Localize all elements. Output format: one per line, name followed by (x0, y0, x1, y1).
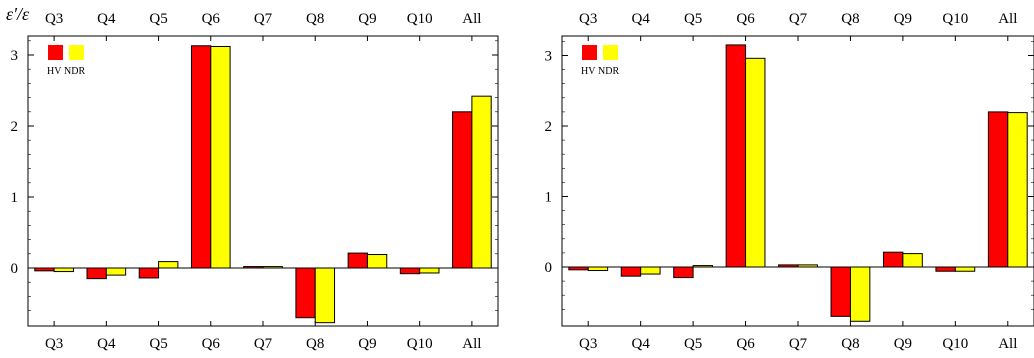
bar-ndr-q5 (158, 261, 179, 269)
bar-hv-all (452, 111, 473, 269)
bar-ndr-q4 (640, 266, 661, 275)
bar-ndr-q10 (419, 267, 440, 274)
plot-frame (27, 35, 499, 327)
bar-hv-q6 (190, 45, 212, 269)
x-tick-label-top: All (998, 11, 1017, 27)
bar-hv-q6 (725, 44, 747, 268)
x-tick-label-bottom: Q8 (841, 336, 859, 352)
x-tick-label-bottom: Q4 (631, 336, 650, 352)
bar-hv-q7 (243, 266, 264, 269)
legend-swatch-hv (48, 45, 63, 60)
bar-ndr-q10 (954, 266, 976, 272)
legend-swatch-ndr (603, 45, 618, 60)
bar-hv-all (987, 111, 1009, 268)
x-tick-label-top: Q4 (97, 11, 116, 27)
x-tick-label-top: Q5 (149, 11, 167, 27)
x-tick-label-bottom: All (462, 336, 481, 352)
bar-ndr-q9 (902, 253, 923, 268)
x-tick-label-bottom: Q6 (202, 336, 221, 352)
y-tick-label: 3 (11, 48, 19, 64)
x-tick-label-bottom: Q5 (684, 336, 702, 352)
plot-frame (561, 35, 1034, 327)
legend-label-hv: HV (581, 66, 596, 77)
x-tick-label-bottom: Q9 (358, 336, 376, 352)
x-tick-label-top: Q3 (45, 11, 63, 27)
bar-hv-q3 (568, 266, 589, 271)
x-tick-label-top: Q10 (407, 11, 433, 27)
x-tick-label-bottom: Q4 (97, 336, 116, 352)
x-tick-label-top: Q3 (579, 11, 597, 27)
x-tick-label-top: Q7 (254, 11, 273, 27)
bar-hv-q3 (34, 267, 55, 272)
y-tick-label: 1 (11, 190, 19, 206)
legend-swatch-ndr (69, 45, 84, 60)
bar-ndr-q8 (849, 266, 871, 322)
bar-hv-q10 (399, 267, 421, 275)
x-tick-label-bottom: All (998, 336, 1017, 352)
y-tick-label: 1 (545, 190, 553, 206)
chart-panel-2: 0 1 2 3 Q3 Q3 Q4 Q4 Q5 Q5 Q6 Q6 Q7 Q7 Q8 Q8 Q9 Q9 Q10 Q10 Al… (545, 11, 1034, 352)
x-tick-label-top: Q9 (894, 11, 912, 27)
x-tick-label-top: All (462, 11, 481, 27)
x-tick-label-top: Q6 (202, 11, 221, 27)
x-tick-label-bottom: Q7 (789, 336, 808, 352)
bar-hv-q7 (778, 264, 799, 268)
x-tick-label-top: Q6 (736, 11, 755, 27)
bar-hv-q4 (86, 267, 107, 280)
y-tick-label: 2 (545, 119, 553, 135)
y-tick-label: 3 (545, 49, 553, 65)
x-tick-label-top: Q8 (306, 11, 324, 27)
bar-hv-q8 (830, 266, 851, 317)
x-tick-label-top: Q10 (942, 11, 968, 27)
bar-hv-q4 (620, 266, 642, 277)
bar-hv-q8 (295, 267, 316, 319)
bar-ndr-q5 (692, 265, 714, 268)
x-tick-label-bottom: Q3 (579, 336, 597, 352)
bar-ndr-q7 (262, 266, 283, 269)
bar-ndr-q3 (587, 266, 609, 272)
y-tick-label: 2 (11, 119, 19, 135)
bar-hv-q9 (347, 252, 368, 269)
x-tick-label-top: Q5 (684, 11, 702, 27)
x-tick-label-bottom: Q3 (45, 336, 63, 352)
x-tick-label-top: Q4 (631, 11, 650, 27)
x-tick-label-bottom: Q9 (894, 336, 912, 352)
bar-ndr-q7 (797, 264, 818, 268)
bar-ndr-q3 (53, 267, 74, 273)
chart-panel-1: 0 1 2 3 Q3 Q3 Q4 Q4 Q5 Q5 Q6 Q6 Q7 Q7 Q8 Q8 Q9 Q9 Q10 Q10 Al… (6, 4, 499, 352)
x-tick-label-bottom: Q6 (736, 336, 755, 352)
legend-label-ndr: NDR (64, 66, 85, 77)
y-tick-label: 0 (545, 260, 553, 276)
x-tick-label-top: Q9 (358, 11, 376, 27)
bar-hv-q9 (882, 251, 904, 268)
bar-ndr-q6 (210, 45, 231, 269)
bar-ndr-all (471, 95, 492, 269)
bar-ndr-q6 (745, 57, 766, 268)
x-tick-label-bottom: Q10 (942, 336, 968, 352)
bar-ndr-q4 (105, 267, 127, 276)
y-axis-label: ε′/ε (6, 4, 30, 24)
legend-label-ndr: NDR (598, 66, 619, 77)
x-tick-label-bottom: Q7 (254, 336, 273, 352)
x-tick-label-top: Q7 (789, 11, 808, 27)
bar-ndr-q8 (314, 267, 336, 324)
y-tick-label: 0 (11, 261, 19, 277)
x-tick-label-bottom: Q8 (306, 336, 324, 352)
x-tick-label-bottom: Q5 (149, 336, 167, 352)
legend-swatch-hv (582, 45, 597, 60)
bar-hv-q5 (673, 266, 694, 279)
bar-hv-q5 (138, 267, 160, 279)
x-tick-label-bottom: Q10 (407, 336, 433, 352)
bar-ndr-all (1007, 112, 1028, 268)
legend-label-hv: HV (47, 66, 62, 77)
bar-hv-q10 (935, 266, 956, 272)
bar-ndr-q9 (366, 254, 388, 269)
x-tick-label-top: Q8 (841, 11, 859, 27)
